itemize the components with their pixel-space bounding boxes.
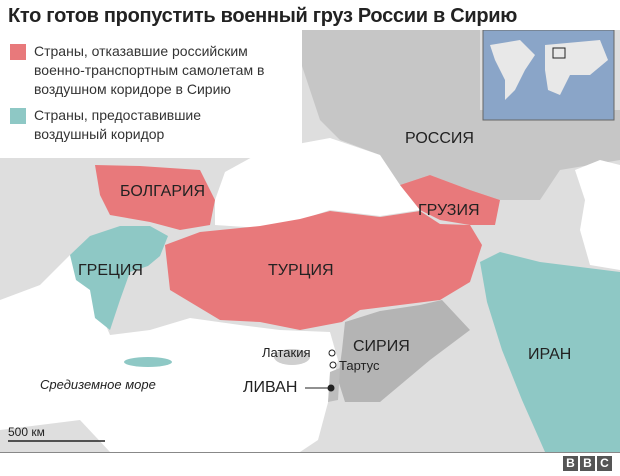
syria [338, 300, 470, 402]
tartus-marker [329, 361, 337, 369]
legend-label: Страны, отказавшие российским военно-тра… [34, 43, 265, 97]
iran [480, 252, 620, 452]
label-bulgaria: БОЛГАРИЯ [120, 183, 206, 200]
logo-letter: B [563, 456, 578, 471]
label-lebanon: ЛИВАН [243, 379, 298, 396]
map [0, 30, 620, 452]
label-tartus: Тартус [339, 358, 380, 373]
mediterranean-sea [0, 250, 338, 452]
bulgaria [95, 165, 215, 230]
legend-item-granted: Страны, предоставившие воздушный коридор [10, 106, 230, 144]
turkey [165, 211, 482, 330]
label-russia: РОССИЯ [405, 130, 474, 147]
logo-letter: C [597, 456, 612, 471]
caspian-sea [575, 160, 620, 270]
map-title: Кто готов пропустить военный груз России… [8, 5, 518, 27]
legend-swatch-pink [10, 44, 26, 60]
footer-divider [0, 452, 620, 453]
russia [300, 30, 620, 200]
legend-item-refused: Страны, отказавшие российским военно-тра… [10, 42, 295, 99]
legend-label: Страны, предоставившие воздушный коридор [34, 107, 202, 142]
greece [70, 226, 168, 330]
label-georgia: ГРУЗИЯ [418, 202, 480, 219]
bbc-logo: B B C [563, 456, 612, 471]
latakia-marker [328, 349, 336, 357]
black-sea [215, 138, 420, 228]
scale-label: 500 км [8, 425, 45, 439]
logo-letter: B [580, 456, 595, 471]
cyprus [274, 349, 310, 365]
legend-swatch-teal [10, 108, 26, 124]
label-sea: Средиземное море [40, 377, 156, 392]
georgia [400, 175, 500, 225]
label-syria: СИРИЯ [353, 338, 410, 355]
label-greece: ГРЕЦИЯ [78, 262, 143, 279]
label-iran: ИРАН [528, 346, 572, 363]
lebanon [328, 368, 340, 402]
inset-world-map [482, 30, 615, 121]
legend: Страны, отказавшие российским военно-тра… [0, 30, 302, 158]
label-latakia: Латакия [262, 345, 311, 360]
crete [124, 357, 172, 367]
lebanon-marker [327, 384, 335, 392]
label-turkey: ТУРЦИЯ [268, 262, 334, 279]
